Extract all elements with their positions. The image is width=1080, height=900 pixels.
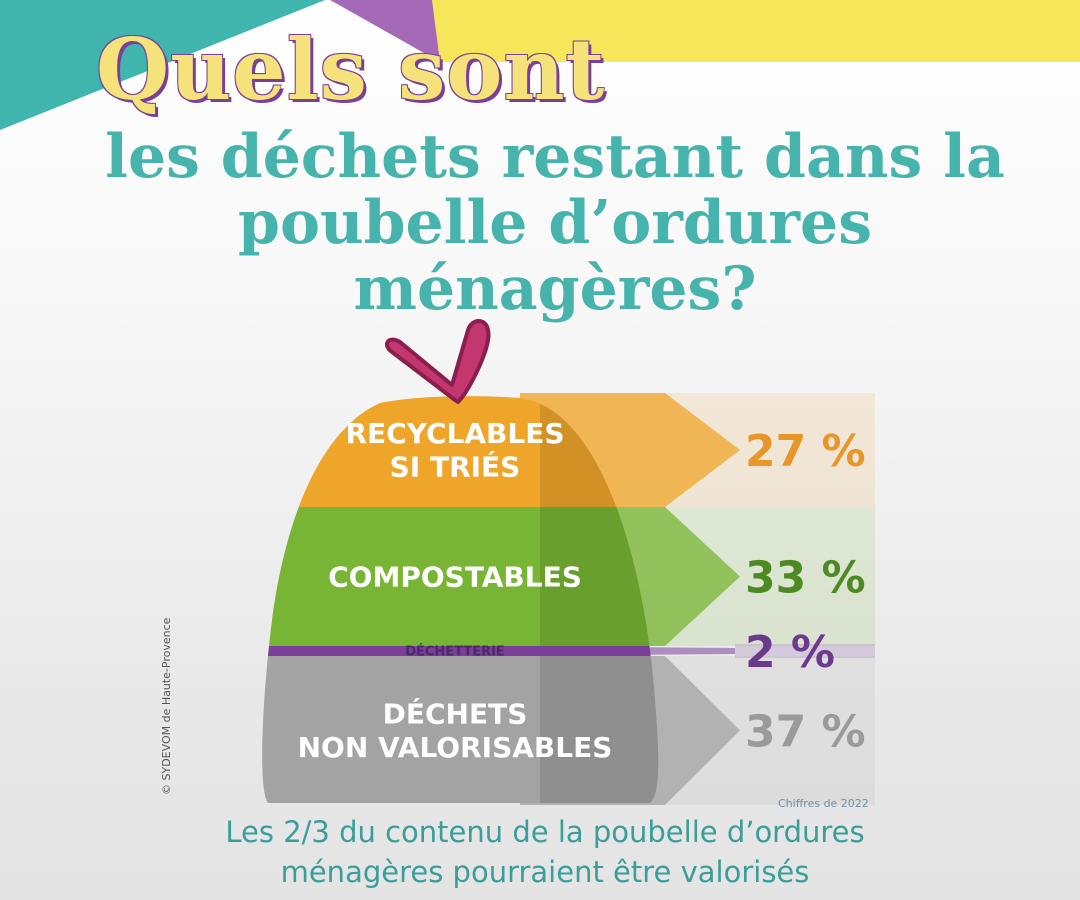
footer-line-2: ménagères pourraient être valorisés: [280, 855, 810, 889]
panel-dchetterie: [735, 644, 875, 658]
category-label-dchets: NON VALORISABLES: [298, 731, 613, 764]
bag-band-dchets: [262, 656, 659, 803]
bag-band-compostables: [262, 507, 659, 646]
title-line-1: Quels sont: [96, 20, 606, 119]
title-line-3: poubelle d’ordures: [238, 188, 872, 258]
purple-triangle: [330, 0, 440, 62]
copyright-credit: © SYDEVOM de Haute-Provence: [160, 617, 173, 795]
category-label-compostables: COMPOSTABLES: [328, 560, 582, 593]
footer-caption: Les 2/3 du contenu de la poubelle d’ordu…: [60, 812, 1030, 892]
category-label-recyclables: SI TRIÉS: [390, 450, 521, 484]
value-label-recyclables: 27 %: [745, 426, 866, 477]
teal-triangle: [0, 0, 325, 130]
category-label-recyclables: RECYCLABLES: [345, 417, 564, 450]
value-label-compostables: 33 %: [745, 553, 866, 604]
yellow-band: [430, 0, 1080, 62]
bag-shade-dchets: [540, 656, 659, 803]
value-label-dchetterie: 2 %: [745, 627, 835, 678]
category-label-dchetterie: DÉCHETTERIE: [405, 644, 505, 660]
value-label-dchets: 37 %: [745, 707, 866, 758]
category-label-dchets: DÉCHETS: [383, 697, 528, 731]
title-line-2: les déchets restant dans la: [105, 122, 1005, 192]
year-note: Chiffres de 2022: [778, 797, 869, 810]
page-title: les déchets restant dans la poubelle d’o…: [40, 124, 1070, 322]
title-line-4: ménagères?: [353, 254, 757, 324]
bag-tie-icon: [384, 319, 491, 404]
bag-band-dchetterie: [262, 646, 659, 656]
footer-line-1: Les 2/3 du contenu de la poubelle d’ordu…: [225, 815, 865, 849]
